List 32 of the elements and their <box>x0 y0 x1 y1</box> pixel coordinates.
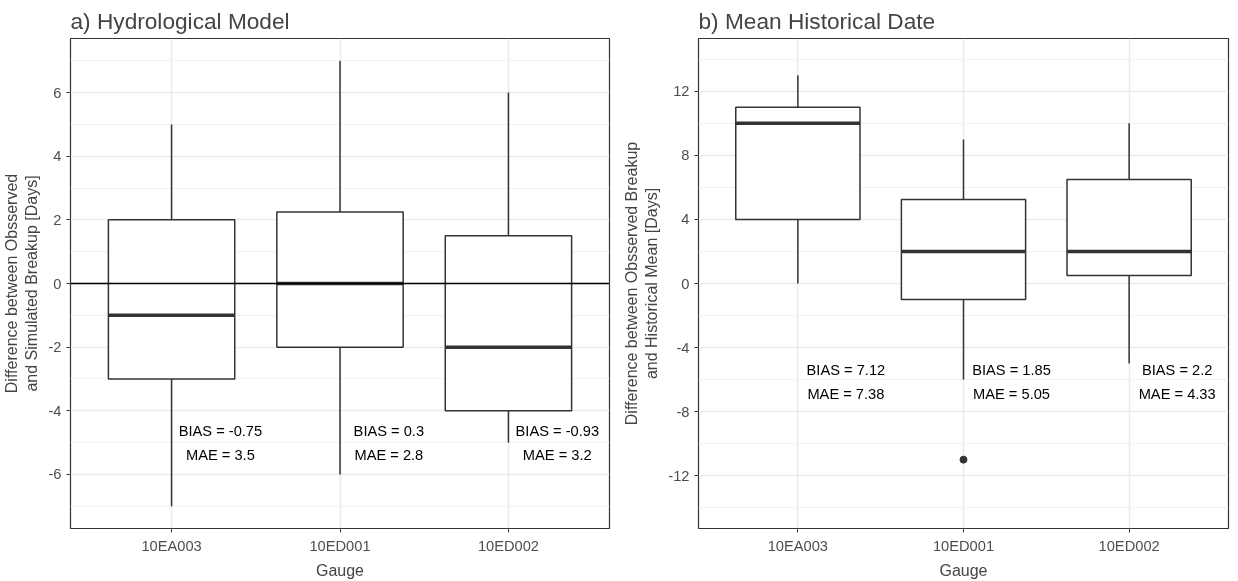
x-tick-label: 10ED002 <box>477 537 539 554</box>
y-tick-label: -6 <box>48 466 62 483</box>
y-axis-title: Difference between Obsserved Breakup and Historical Mean [Days] <box>622 141 661 426</box>
y-tick-label: -8 <box>676 403 690 420</box>
x-tick-label: 10EA003 <box>767 537 829 554</box>
y-tick-label: 12 <box>673 83 690 100</box>
x-axis-title: Gauge <box>315 561 365 579</box>
x-axis-title: Gauge <box>939 561 988 579</box>
chart-title: a) Hydrological Model <box>70 7 290 34</box>
y-tick-label: 0 <box>53 275 62 292</box>
x-tick-label: 10ED001 <box>309 537 371 554</box>
y-tick-label: -4 <box>48 402 62 419</box>
y-tick-label: 4 <box>681 211 690 228</box>
y-tick-label: 2 <box>53 211 62 228</box>
annotation: BIAS = 1.85 MAE = 5.05 <box>972 361 1051 402</box>
x-tick-label: 10ED002 <box>1098 537 1160 554</box>
x-tick-label: 10ED001 <box>932 537 995 554</box>
y-tick-label: 8 <box>681 147 690 164</box>
y-tick-label: -2 <box>48 339 62 356</box>
annotation: BIAS = 7.12 MAE = 7.38 <box>806 361 886 402</box>
chart-title: b) Mean Historical Date <box>698 7 936 34</box>
annotation: BIAS = -0.75 MAE = 3.5 <box>178 422 263 463</box>
y-tick-label: 4 <box>53 148 62 165</box>
y-tick-label: -4 <box>676 339 690 356</box>
y-tick-label: -12 <box>668 467 690 484</box>
y-tick-label: 6 <box>53 84 62 101</box>
x-tick-label: 10EA003 <box>141 537 202 554</box>
annotation: BIAS = 0.3 MAE = 2.8 <box>353 422 425 463</box>
y-tick-label: 0 <box>681 275 690 292</box>
y-axis-title: Difference between Obsserved and Simulated Breakup [Days] <box>3 173 41 394</box>
annotation: BIAS = -0.93 MAE = 3.2 <box>515 422 600 463</box>
annotation: BIAS = 2.2 MAE = 4.33 <box>1138 361 1216 402</box>
